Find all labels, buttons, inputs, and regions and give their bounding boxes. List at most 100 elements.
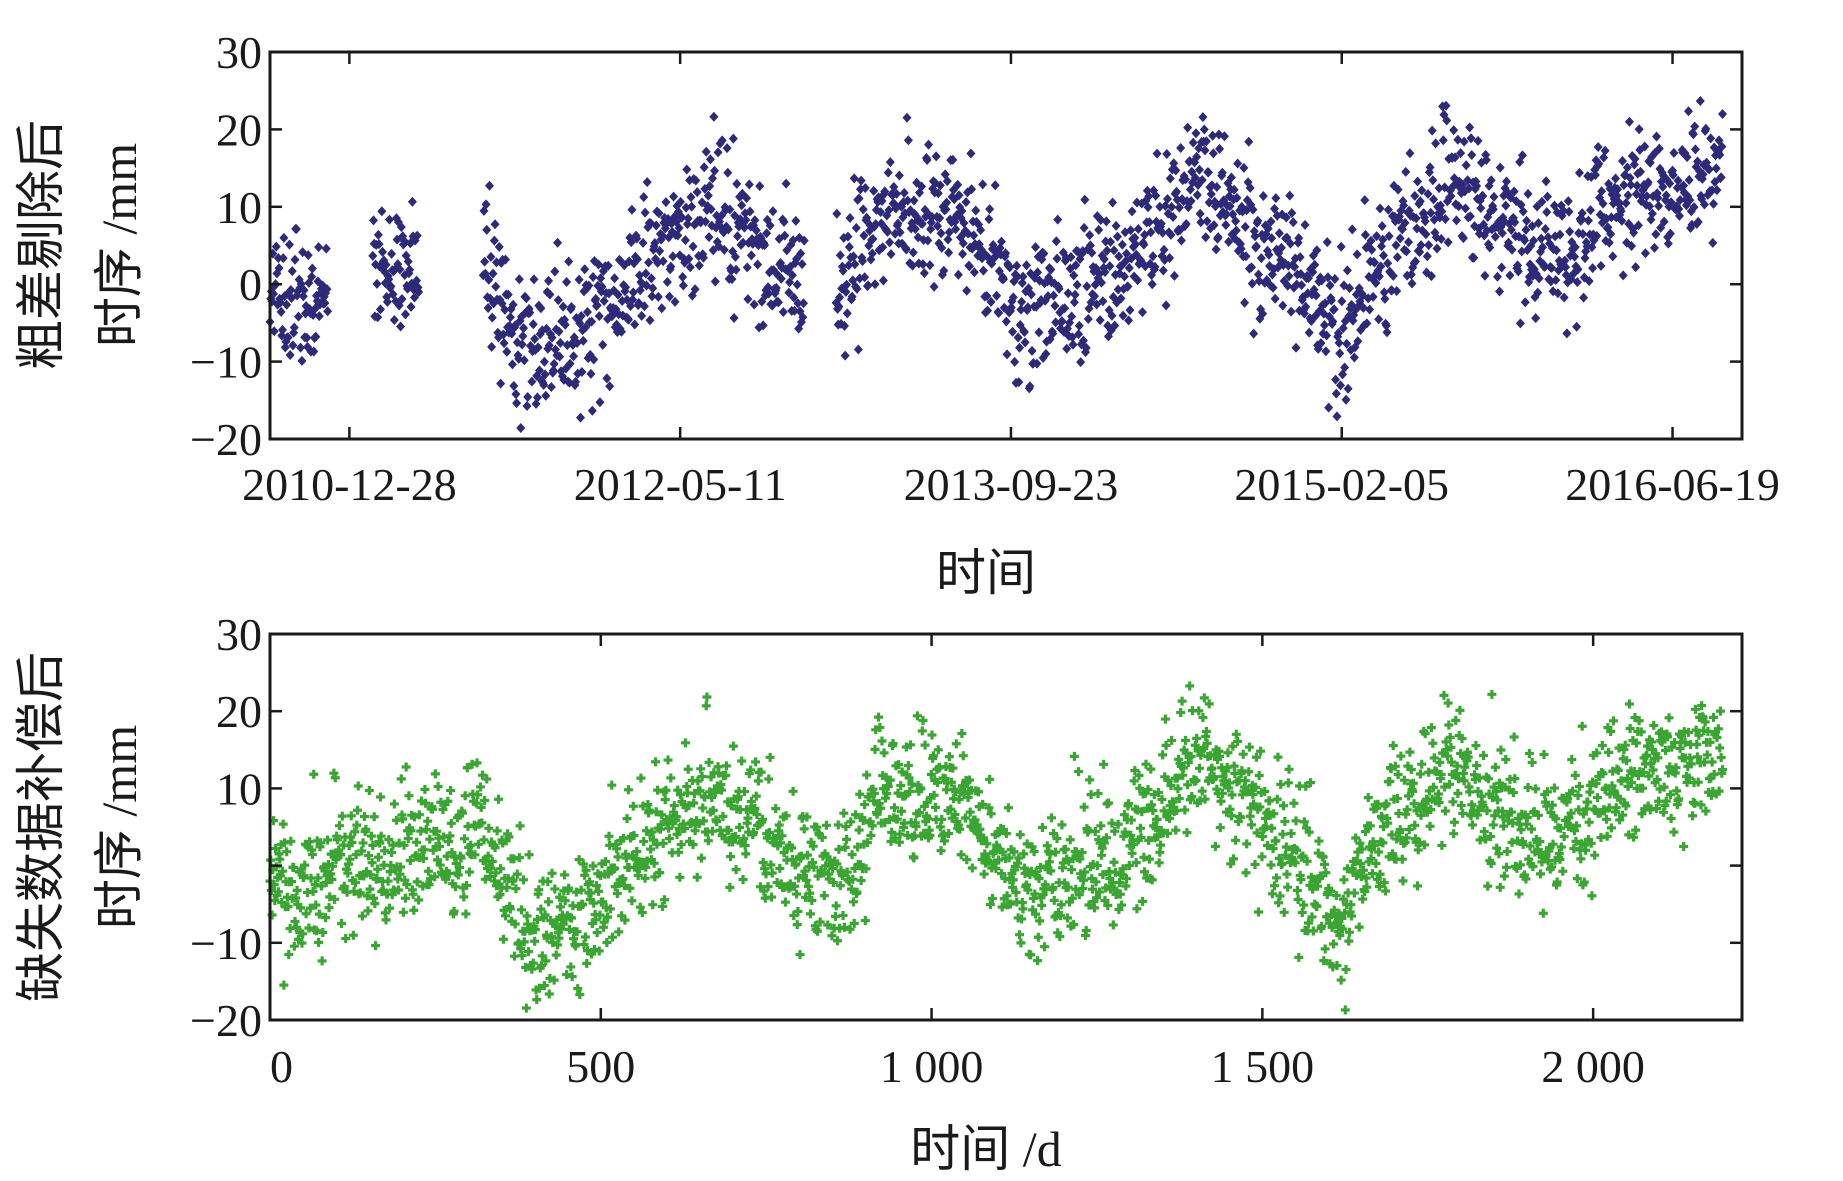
data-point [425,834,435,844]
data-point [1518,206,1528,217]
data-point [1321,346,1331,357]
data-point [1096,821,1106,831]
data-point [901,244,911,255]
data-point [1661,745,1671,755]
data-point [555,351,565,362]
data-point [673,847,683,857]
data-point [1062,913,1072,923]
data-point [274,263,284,274]
data-point [346,811,356,821]
data-point [1661,796,1671,806]
data-point [578,859,588,869]
data-point [1442,751,1452,761]
data-point [1266,216,1276,227]
data-point [1199,744,1209,754]
data-point [1077,848,1087,858]
data-point [314,311,324,322]
data-point [566,302,576,313]
data-point [987,893,997,903]
data-point [1561,262,1571,273]
data-point [1467,800,1477,810]
data-point [1065,835,1075,845]
data-point [482,774,492,784]
data-point [702,692,712,702]
data-point [723,167,733,178]
data-point [809,862,819,872]
data-point [511,884,521,894]
data-point [535,983,545,993]
data-point [455,863,465,873]
data-point [1099,838,1109,848]
data-point [1169,270,1179,281]
data-point [1304,918,1313,928]
data-point [484,274,494,285]
data-point [1703,726,1713,736]
data-point [279,980,289,990]
data-point [1306,778,1316,788]
data-point [1377,221,1387,232]
data-point [1255,802,1265,812]
data-point [372,873,382,883]
data-point [588,861,598,871]
data-point [969,267,979,278]
data-point [1579,292,1589,303]
data-point [1573,790,1583,800]
data-point [324,903,334,913]
data-point [592,928,602,938]
data-point [654,208,664,219]
data-point [657,230,667,241]
data-point [365,884,375,894]
data-point [831,901,841,911]
data-point [1690,144,1700,155]
data-point [1223,748,1233,758]
data-point [1401,833,1411,843]
data-point [1294,233,1304,244]
data-point [523,947,533,957]
data-point [408,889,418,899]
data-point [446,818,456,828]
data-point [1267,233,1277,244]
data-point [962,285,972,296]
data-point [484,823,494,833]
data-point [594,946,604,956]
data-point [767,892,777,902]
data-point [673,785,683,795]
data-point [523,919,533,929]
data-point [1272,794,1282,804]
data-point [903,135,913,146]
data-point [802,812,812,822]
data-point [902,112,912,123]
data-point [623,785,633,795]
data-point [414,810,424,820]
data-point [589,354,599,365]
data-point [671,812,681,822]
data-point [992,290,1002,301]
data-point [639,836,649,846]
data-point [922,797,932,807]
data-point [1250,231,1260,242]
data-point [594,311,604,322]
data-point [1405,148,1415,159]
data-point [771,282,781,293]
data-point [1304,327,1314,338]
data-point [1388,849,1398,859]
data-point [369,215,379,226]
data-point [368,840,378,850]
data-point [496,864,506,874]
data-point [539,981,549,991]
data-point [282,299,292,310]
data-point [1495,162,1505,173]
data-point [1322,330,1332,341]
data-point [519,355,529,366]
data-point [508,299,518,310]
data-point [363,906,373,916]
data-point [314,909,324,919]
data-point [350,827,360,837]
data-point [1565,226,1575,237]
data-point [849,918,859,928]
data-point [1177,696,1187,706]
data-point [782,245,792,256]
data-point [657,810,667,820]
data-point [1683,106,1693,117]
data-point [1478,801,1488,811]
